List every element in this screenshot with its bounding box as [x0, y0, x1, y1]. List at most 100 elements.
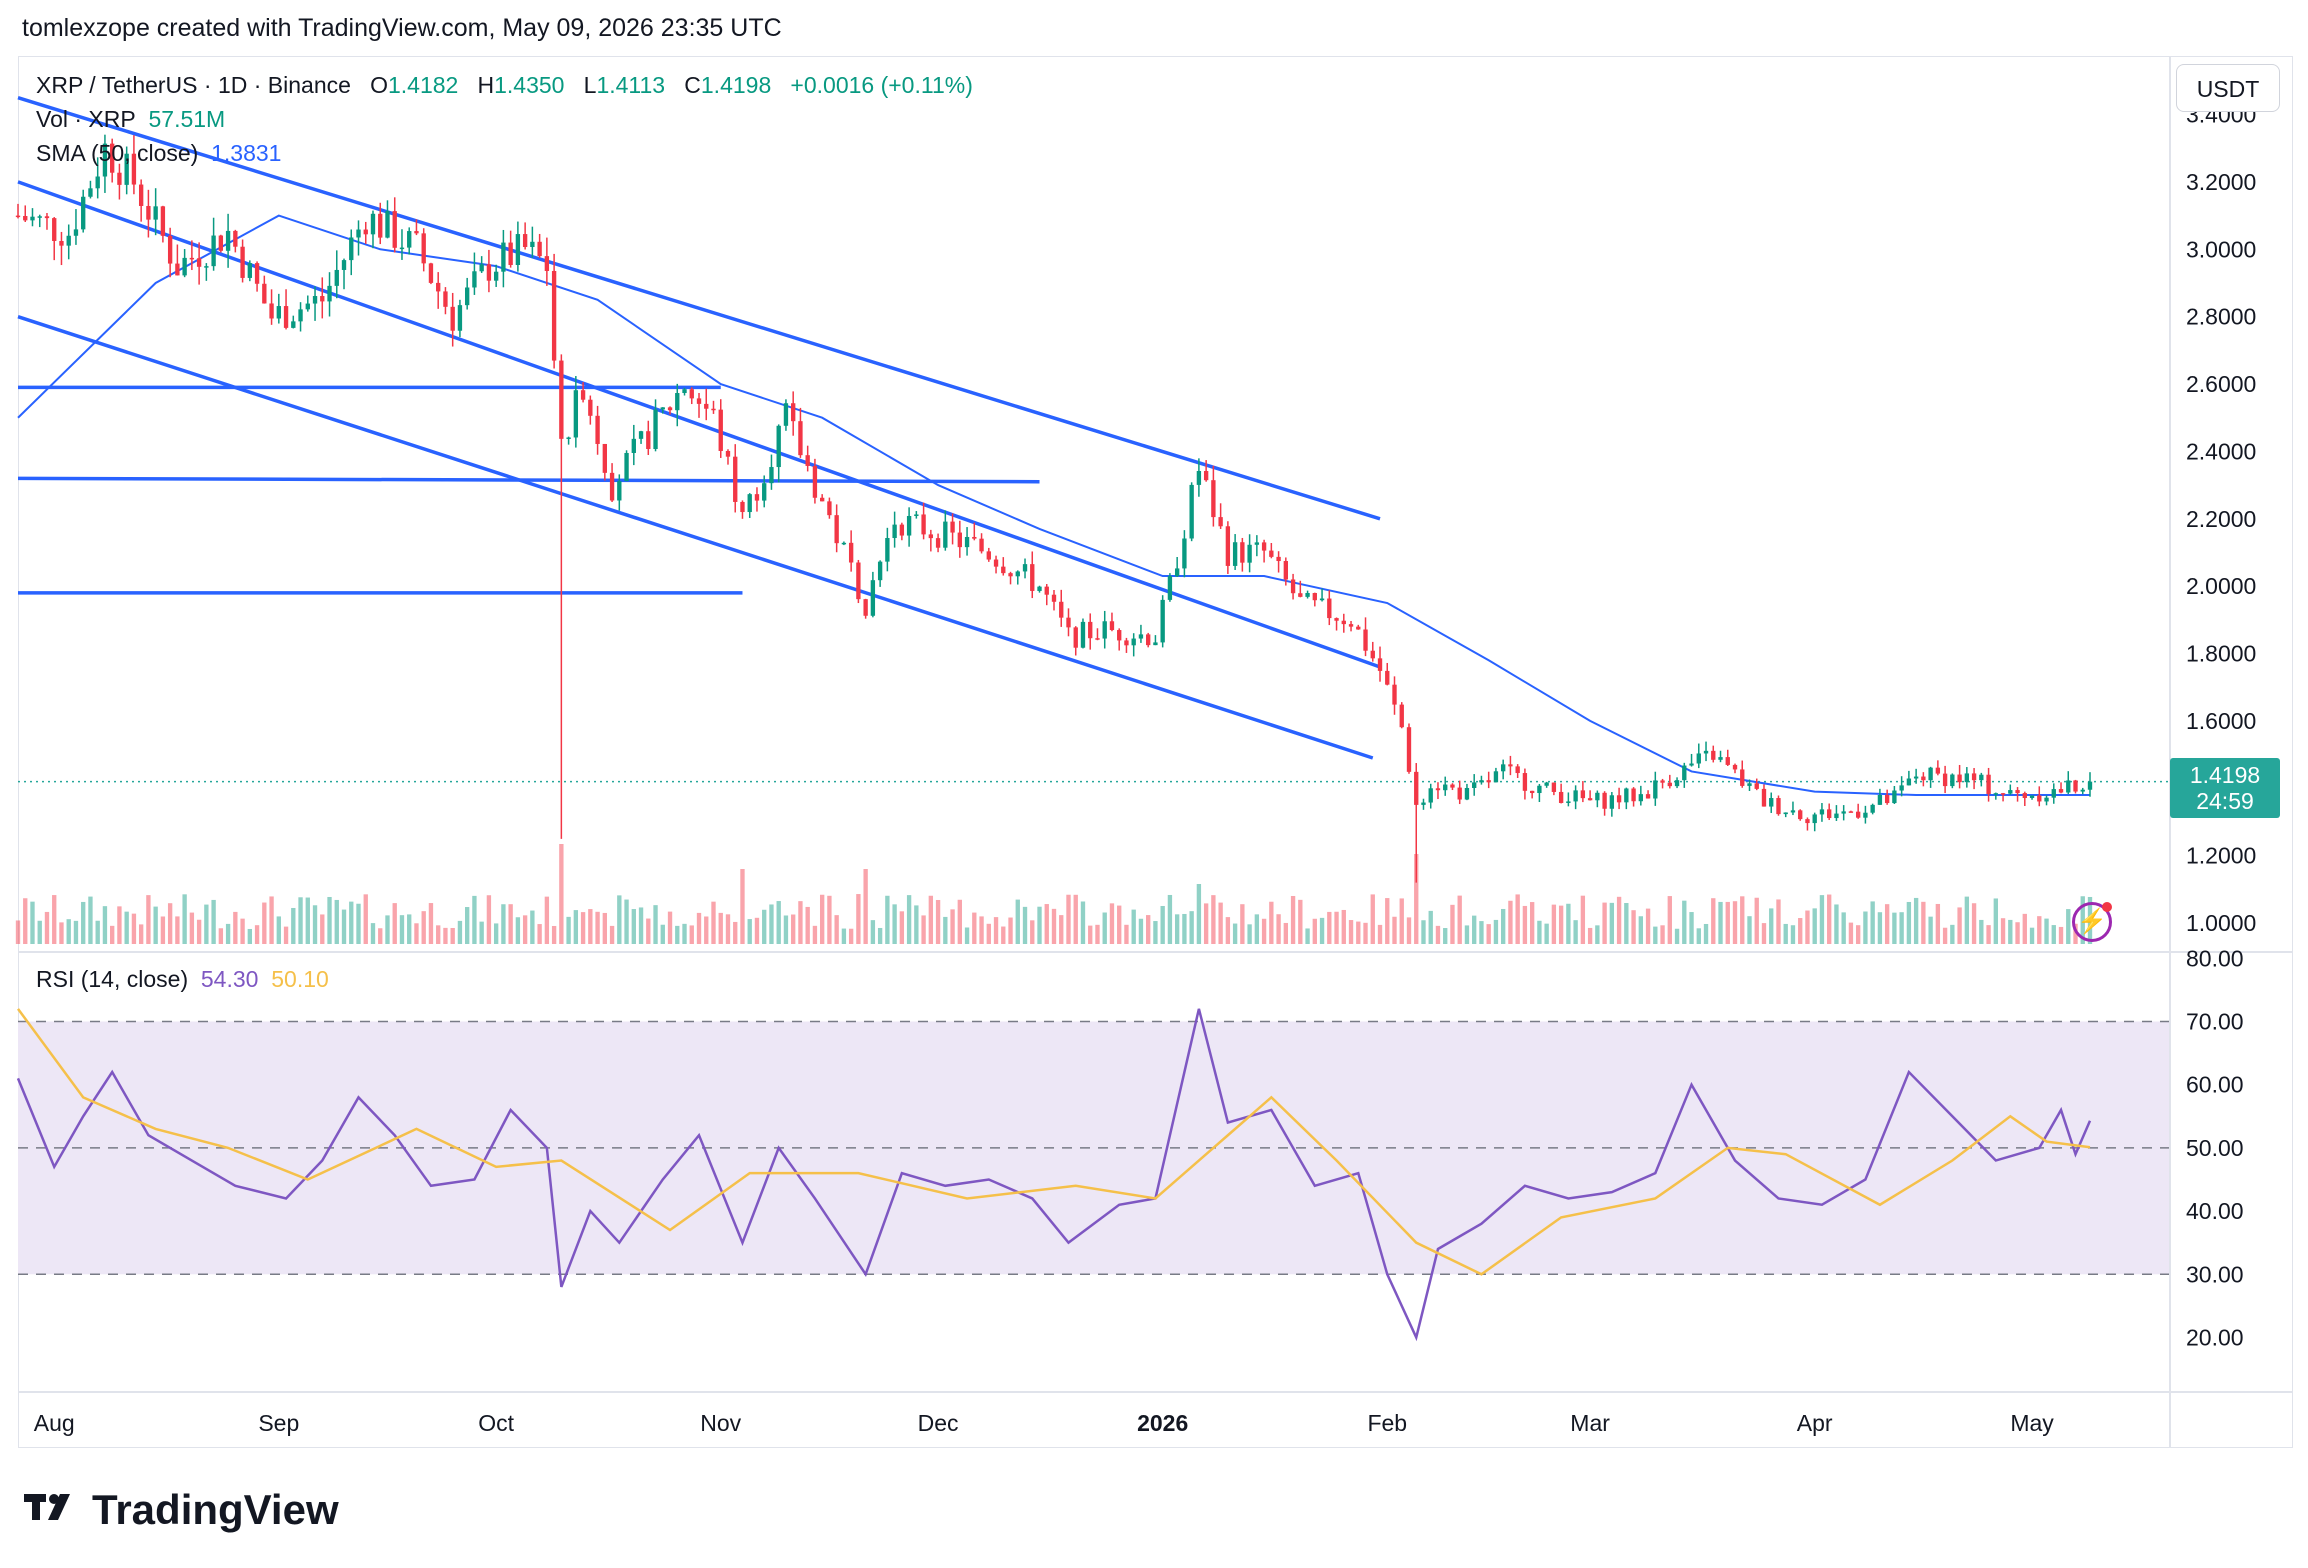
sma-label[interactable]: SMA (50, close): [36, 140, 199, 166]
candle-body: [986, 551, 991, 560]
volume-bar: [1211, 895, 1216, 944]
currency-button[interactable]: USDT: [2176, 64, 2280, 112]
rsi-label[interactable]: RSI (14, close): [36, 966, 189, 992]
volume-bar: [1269, 901, 1274, 944]
volume-bar: [81, 901, 86, 944]
volume-bar: [1515, 894, 1520, 944]
volume-bar: [1537, 920, 1542, 944]
volume-bar: [508, 904, 513, 944]
volume-bar: [138, 924, 144, 944]
candle-body: [1747, 783, 1752, 786]
candle-body: [935, 538, 941, 548]
candle-body: [2008, 790, 2013, 794]
candle-body: [1348, 624, 1354, 627]
volume-bar: [1609, 902, 1615, 944]
tradingview-logo[interactable]: TradingView: [24, 1486, 339, 1534]
volume-bar: [1305, 928, 1310, 944]
candle-body: [1790, 810, 1796, 813]
candle-body: [1377, 658, 1383, 671]
volume-bar: [2015, 922, 2020, 944]
volume-bar: [320, 914, 325, 944]
time-tick-label: Dec: [918, 1410, 959, 1436]
volume-bar: [327, 896, 332, 944]
candle-body: [1196, 470, 1202, 485]
candle-body: [1080, 621, 1086, 648]
candle-body: [2066, 780, 2071, 793]
candle-body: [1863, 812, 1868, 818]
candle-body: [1472, 782, 1477, 788]
lightning-icon[interactable]: ⚡: [2072, 902, 2112, 942]
volume-bar: [1913, 897, 1919, 944]
candle-body: [1682, 765, 1687, 781]
time-tick-label: Oct: [478, 1410, 514, 1436]
candle-body: [1276, 556, 1281, 562]
volume-bar: [1044, 904, 1049, 944]
volume-bar: [1986, 925, 1991, 944]
candle-body: [696, 398, 702, 404]
volume-bar: [1696, 928, 1701, 944]
volume-bar: [95, 920, 100, 944]
candle-body: [1225, 526, 1231, 566]
volume-bar: [2066, 909, 2071, 944]
candle-body: [1551, 782, 1557, 792]
candle-body: [1877, 794, 1883, 805]
candle-body: [312, 296, 318, 304]
candle-body: [1580, 790, 1586, 799]
candle-body: [1921, 776, 1926, 781]
candle-body: [1725, 757, 1730, 765]
volume-bar: [1341, 909, 1346, 944]
candle-body: [1146, 634, 1151, 646]
candle-body: [602, 443, 607, 473]
rsi-value: 54.30: [200, 966, 259, 992]
volume-bar: [1392, 916, 1397, 944]
volume-bar: [276, 916, 281, 944]
candle-body: [1254, 542, 1260, 545]
volume-bar: [667, 911, 673, 944]
sma-value: 1.3831: [211, 140, 282, 166]
volume-bar: [718, 912, 723, 944]
candle-body: [1327, 598, 1332, 619]
candle-body: [479, 264, 484, 272]
candle-body: [457, 305, 463, 331]
volume-bar: [1892, 912, 1897, 944]
volume-bar: [704, 916, 709, 944]
candle-body: [617, 481, 622, 501]
candle-body: [363, 229, 368, 235]
candle-body: [167, 235, 173, 264]
candle-body: [1624, 788, 1629, 803]
candle-body: [1008, 573, 1013, 577]
volume-bar: [1319, 917, 1325, 944]
candle-body: [921, 514, 926, 535]
candle-body: [211, 235, 216, 267]
volume-bar: [711, 901, 716, 944]
symbol-label[interactable]: XRP / TetherUS · 1D · Binance: [36, 72, 351, 98]
volume-bar: [1522, 905, 1528, 944]
volume-bar: [1225, 917, 1231, 944]
volume-bar: [1645, 908, 1651, 944]
candle-body: [30, 216, 35, 221]
volume-bar: [1979, 919, 1984, 944]
volume-bar: [870, 920, 876, 944]
candle-body: [979, 538, 984, 552]
candle-body: [1102, 621, 1107, 639]
candle-body: [1160, 599, 1165, 643]
volume-label[interactable]: Vol · XRP: [36, 106, 136, 132]
candle-body: [1399, 704, 1404, 728]
candle-body: [1979, 774, 1984, 781]
time-tick-label: May: [2010, 1410, 2054, 1436]
candle-body: [1529, 790, 1535, 794]
volume-bar: [1240, 904, 1245, 944]
candle-body: [1486, 780, 1491, 783]
volume-bar: [298, 897, 303, 944]
volume-bar: [37, 920, 42, 944]
volume-bar: [1841, 912, 1846, 944]
volume-bar: [218, 928, 224, 944]
volume-bar: [146, 895, 151, 944]
volume-bar: [73, 920, 79, 944]
candle-body: [805, 455, 810, 466]
candle-body: [1602, 792, 1607, 809]
volume-bar: [124, 911, 129, 944]
candle-body: [1341, 620, 1346, 625]
candle-body: [1088, 621, 1093, 639]
